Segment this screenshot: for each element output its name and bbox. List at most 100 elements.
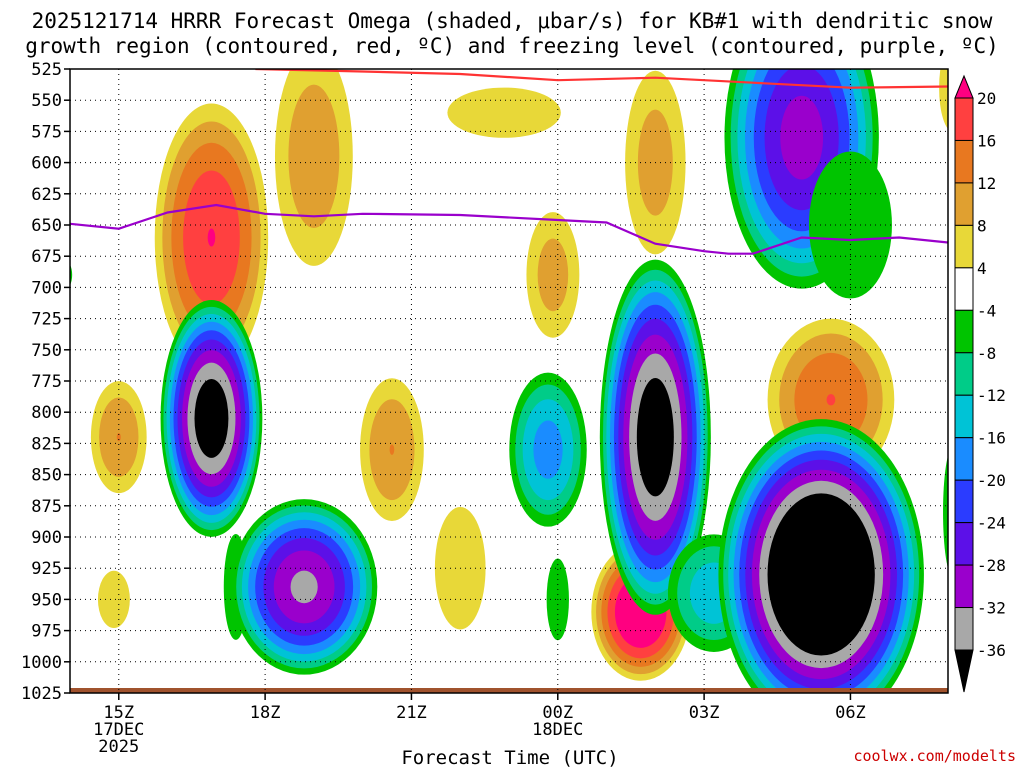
omega-band: [780, 95, 824, 180]
colorbar-label: -28: [977, 556, 1006, 575]
x-axis-label: Forecast Time (UTC): [401, 747, 618, 768]
x-tick-date-label: 18DEC: [532, 720, 583, 740]
omega-cell: [274, 69, 353, 266]
omega-cell: [360, 378, 424, 521]
omega-band: [826, 394, 836, 406]
y-tick-label: 675: [31, 247, 62, 267]
y-tick-label: 1000: [21, 653, 62, 673]
chart-title-line2: growth region (contoured, red, ºC) and f…: [25, 34, 999, 58]
omega-cell: [90, 381, 147, 494]
contour-lines: [70, 69, 948, 255]
colorbar-label: -20: [977, 471, 1006, 490]
colorbar-swatch: [954, 394, 974, 439]
y-tick-label: 975: [31, 622, 62, 642]
colorbar-label: 16: [977, 131, 996, 150]
freezing-level-line: [70, 203, 948, 255]
colorbar-swatch: [954, 267, 974, 311]
omega-cell: [230, 499, 378, 675]
colorbar-label: -4: [977, 301, 996, 320]
colorbar-label: -12: [977, 386, 1006, 405]
colorbar-swatch: [954, 522, 974, 566]
colorbar-swatch: [954, 607, 974, 651]
colorbar-swatch: [954, 437, 974, 481]
y-tick-label: 550: [31, 91, 62, 111]
y-tick-label: 1025: [21, 684, 62, 704]
y-tick-label: 575: [31, 122, 62, 142]
chart-title-line1: 2025121714 HRRR Forecast Omega (shaded, …: [32, 9, 993, 33]
colorbar-swatch: [954, 97, 974, 141]
x-tick-date-label: 17DEC: [93, 720, 144, 740]
omega-cell: [718, 419, 924, 693]
omega-band: [767, 493, 875, 656]
omega-cell: [447, 87, 561, 138]
y-tick-label: 700: [31, 278, 62, 298]
colorbar-bottom-arrow: [954, 649, 974, 693]
colorbar: -36 -32 -28 -24 -20 -16 -12 -8 -4 4 8 12 16 20: [954, 74, 1006, 693]
omega-band: [290, 570, 318, 604]
omega-band: [939, 69, 948, 129]
gridlines: [70, 69, 948, 693]
y-tick-label: 775: [31, 372, 62, 392]
y-tick-label: 825: [31, 434, 62, 454]
dgz-contour-line: [255, 69, 948, 89]
colorbar-label: -36: [977, 641, 1006, 660]
omega-cell: [97, 570, 130, 628]
omega-shading: [70, 69, 954, 693]
colorbar-label: -16: [977, 429, 1006, 448]
x-tick-label: 06Z: [835, 703, 866, 723]
y-tick-label: 875: [31, 497, 62, 517]
colorbar-swatch: [954, 352, 974, 396]
omega-band: [952, 84, 954, 91]
omega-band: [636, 377, 674, 497]
plot-area: [69, 68, 954, 694]
omega-cell: [154, 103, 269, 372]
omega-cell: [160, 300, 263, 537]
x-tick-label: 21Z: [396, 703, 427, 723]
x-tick-label: 03Z: [689, 703, 720, 723]
colorbar-swatch: [954, 139, 974, 184]
y-tick-label: 850: [31, 466, 62, 486]
omega-band: [288, 84, 340, 229]
omega-cell: [943, 455, 948, 569]
colorbar-swatch: [954, 224, 974, 269]
colorbar-top-arrow: [954, 74, 974, 99]
omega-cell: [526, 212, 580, 338]
y-tick-label: 750: [31, 341, 62, 361]
omega-band: [194, 378, 229, 458]
colorbar-label: 8: [977, 216, 987, 235]
y-tick-label: 800: [31, 403, 62, 423]
x-tick-label: 18Z: [250, 703, 281, 723]
credit-text: coolwx.com/modelts: [853, 747, 1016, 765]
omega-band: [533, 420, 563, 479]
y-tick-label: 625: [31, 185, 62, 205]
omega-band: [943, 455, 948, 569]
colorbar-label: -8: [977, 344, 996, 363]
pressure-axis: 525 550 575 600 625 650 675 700 725 750 775 800 825 8…: [21, 60, 70, 704]
x-tick-label: 15Z: [103, 703, 134, 723]
colorbar-swatch: [954, 479, 974, 524]
omega-cell: [599, 259, 711, 615]
y-tick-label: 525: [31, 60, 62, 80]
omega-band: [447, 87, 561, 138]
colorbar-swatch: [954, 182, 974, 226]
omega-band: [207, 228, 216, 247]
y-tick-label: 600: [31, 154, 62, 174]
colorbar-swatch: [954, 309, 974, 354]
y-tick-label: 950: [31, 590, 62, 610]
colorbar-label: 20: [977, 89, 996, 108]
y-tick-label: 900: [31, 528, 62, 548]
omega-cell: [939, 69, 954, 129]
y-tick-label: 925: [31, 559, 62, 579]
colorbar-label: 12: [977, 174, 996, 193]
colorbar-swatch: [954, 564, 974, 609]
colorbar-label: -24: [977, 514, 1006, 533]
omega-band: [116, 433, 121, 442]
omega-band: [389, 444, 395, 455]
colorbar-label: 4: [977, 259, 987, 278]
colorbar-label: -32: [977, 599, 1006, 618]
ground-surface: [70, 688, 948, 693]
omega-cell: [509, 372, 587, 527]
y-tick-label: 650: [31, 216, 62, 236]
